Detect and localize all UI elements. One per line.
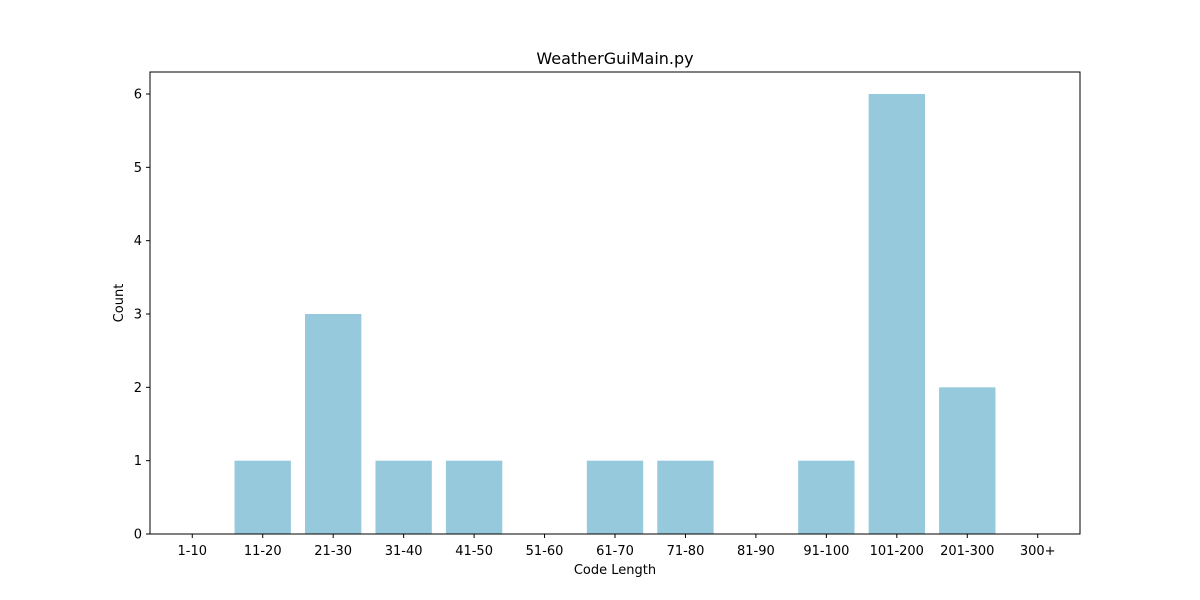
x-tick-label: 1-10 xyxy=(178,544,208,559)
x-tick-label: 51-60 xyxy=(526,544,564,559)
bar-101-200 xyxy=(868,94,925,534)
bar-71-80 xyxy=(657,460,714,534)
x-tick-label: 201-300 xyxy=(940,544,994,559)
x-tick-label: 300+ xyxy=(1020,544,1056,559)
bar-31-40 xyxy=(375,460,432,534)
bars-layer xyxy=(234,94,996,534)
x-tick-label: 81-90 xyxy=(737,544,775,559)
bar-91-100 xyxy=(798,460,855,534)
y-tick-label: 0 xyxy=(134,528,142,543)
y-axis: 0 1 2 3 4 5 6 xyxy=(134,88,150,543)
chart-title: WeatherGuiMain.py xyxy=(536,49,693,68)
x-tick-label: 71-80 xyxy=(667,544,705,559)
x-tick-label: 61-70 xyxy=(596,544,634,559)
x-tick-label: 11-20 xyxy=(244,544,282,559)
bar-201-300 xyxy=(939,387,996,534)
bar-11-20 xyxy=(234,460,291,534)
bar-61-70 xyxy=(586,460,644,534)
bar-41-50 xyxy=(445,460,503,534)
x-axis: 1-10 11-20 21-30 31-40 41-50 51-60 61-70 71-80 8… xyxy=(178,534,1056,559)
y-tick-label: 4 xyxy=(134,234,142,249)
y-tick-label: 3 xyxy=(134,308,142,323)
x-tick-label: 31-40 xyxy=(385,544,423,559)
x-tick-label: 101-200 xyxy=(870,544,924,559)
x-tick-label: 41-50 xyxy=(455,544,493,559)
y-tick-label: 6 xyxy=(134,88,142,103)
y-tick-label: 1 xyxy=(134,454,142,469)
x-axis-label: Code Length xyxy=(574,563,656,578)
y-tick-label: 2 xyxy=(134,381,142,396)
x-tick-label: 21-30 xyxy=(314,544,352,559)
x-tick-label: 91-100 xyxy=(803,544,849,559)
y-axis-label: Count xyxy=(112,284,127,323)
bar-21-30 xyxy=(305,314,362,534)
y-tick-label: 5 xyxy=(134,161,142,176)
